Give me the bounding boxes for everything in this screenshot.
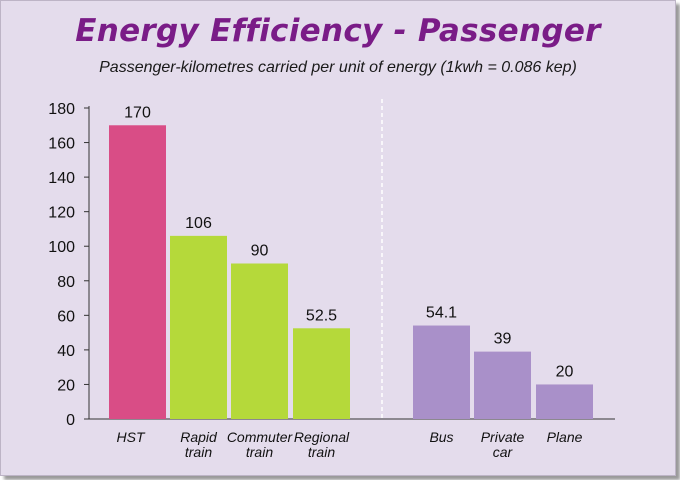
y-tick-label: 60 [57, 308, 75, 325]
y-tick-label: 180 [48, 101, 75, 118]
category-label: Bus [429, 429, 453, 445]
chart-subtitle: Passenger-kilometres carried per unit of… [99, 59, 577, 76]
y-tick-label: 80 [57, 274, 75, 291]
labels: 170HST106Rapidtrain90Commutertrain52.5Re… [117, 104, 583, 460]
data-label: 90 [251, 243, 269, 260]
y-tick-label: 140 [48, 170, 75, 187]
data-label: 54.1 [426, 305, 457, 322]
category-label: Rapid [180, 429, 218, 445]
data-label: 106 [185, 215, 212, 232]
category-label: train [308, 444, 335, 460]
category-label: HST [117, 429, 146, 445]
y-tick-label: 20 [57, 377, 75, 394]
y-tick-label: 120 [48, 205, 75, 222]
category-label: Regional [294, 429, 350, 445]
y-axis: 0 20 40 60 80 100 120 140 160 180 [48, 99, 615, 429]
category-label: Plane [547, 429, 583, 445]
bar-bus [413, 325, 470, 419]
bar-hst [109, 125, 166, 420]
data-label: 39 [494, 331, 512, 348]
category-label: train [246, 444, 273, 460]
y-tick-label: 0 [66, 412, 75, 429]
bars [109, 125, 593, 420]
category-label: car [493, 444, 514, 460]
y-tick-label: 40 [57, 343, 75, 360]
bar-rapid-train [170, 235, 227, 419]
category-label: Private [481, 429, 525, 445]
bar-commuter-train [231, 263, 288, 419]
category-label: Commuter [227, 429, 294, 445]
data-label: 170 [124, 104, 151, 121]
category-label: train [185, 444, 212, 460]
bar-private-car [474, 351, 531, 419]
data-label: 52.5 [306, 307, 337, 324]
y-tick-label: 160 [48, 136, 75, 153]
chart-title: Energy Efficiency - Passenger [75, 13, 601, 49]
y-tick-label: 100 [48, 239, 75, 256]
data-label: 20 [556, 363, 574, 380]
bar-regional-train [293, 328, 350, 419]
bar-plane [536, 384, 593, 419]
